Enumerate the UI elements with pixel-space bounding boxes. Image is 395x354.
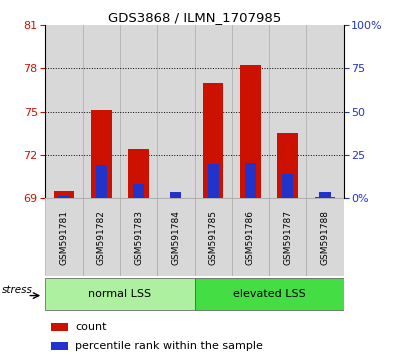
Bar xyxy=(194,25,232,198)
Bar xyxy=(120,25,157,198)
Bar xyxy=(45,198,83,276)
Bar xyxy=(232,25,269,198)
Text: GSM591785: GSM591785 xyxy=(209,210,218,265)
Bar xyxy=(194,278,344,310)
Text: GSM591781: GSM591781 xyxy=(60,210,69,265)
Text: normal LSS: normal LSS xyxy=(88,289,152,299)
Bar xyxy=(54,191,74,198)
Bar xyxy=(269,25,307,198)
Bar xyxy=(277,133,298,198)
Bar xyxy=(307,25,344,198)
Bar xyxy=(83,25,120,198)
Text: GSM591786: GSM591786 xyxy=(246,210,255,265)
Bar xyxy=(240,65,261,198)
Bar xyxy=(232,198,269,276)
Bar xyxy=(51,323,68,331)
Bar xyxy=(58,196,70,198)
Bar xyxy=(128,149,149,198)
Text: GSM591784: GSM591784 xyxy=(171,210,181,265)
Bar xyxy=(194,198,232,276)
Bar xyxy=(83,198,120,276)
Bar xyxy=(157,25,194,198)
Bar xyxy=(320,192,331,198)
Bar xyxy=(282,174,293,198)
Text: GSM591783: GSM591783 xyxy=(134,210,143,265)
Bar xyxy=(120,198,157,276)
Title: GDS3868 / ILMN_1707985: GDS3868 / ILMN_1707985 xyxy=(108,11,281,24)
Bar xyxy=(91,110,112,198)
Bar xyxy=(96,165,107,198)
Bar xyxy=(51,342,68,350)
Bar xyxy=(245,163,256,198)
Bar xyxy=(170,192,181,198)
Text: GSM591787: GSM591787 xyxy=(283,210,292,265)
Text: GSM591782: GSM591782 xyxy=(97,210,106,265)
Text: stress: stress xyxy=(2,285,33,295)
Bar xyxy=(45,278,194,310)
Bar xyxy=(133,184,144,198)
Text: percentile rank within the sample: percentile rank within the sample xyxy=(75,341,263,351)
Bar xyxy=(269,198,307,276)
Text: elevated LSS: elevated LSS xyxy=(233,289,305,299)
Bar xyxy=(203,82,224,198)
Bar xyxy=(315,197,335,198)
Bar xyxy=(157,198,194,276)
Bar xyxy=(45,25,83,198)
Text: GSM591788: GSM591788 xyxy=(320,210,329,265)
Bar xyxy=(208,164,219,198)
Text: count: count xyxy=(75,322,107,332)
Bar xyxy=(307,198,344,276)
